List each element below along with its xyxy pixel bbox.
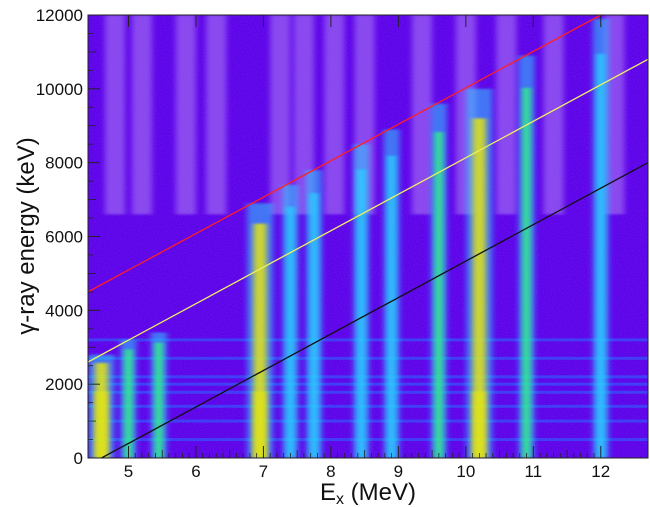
x-tick-label: 6 bbox=[191, 462, 200, 481]
y-tick-label: 4000 bbox=[45, 301, 83, 320]
y-tick-label: 8000 bbox=[45, 154, 83, 173]
x-axis-title-subscript: x bbox=[336, 491, 344, 507]
x-tick-label: 10 bbox=[456, 462, 475, 481]
reference-line-3 bbox=[101, 162, 648, 458]
x-axis-title-unit: (MeV) bbox=[344, 479, 416, 506]
y-tick-label: 6000 bbox=[45, 228, 83, 247]
x-tick-label: 12 bbox=[591, 462, 610, 481]
x-tick-label: 5 bbox=[124, 462, 133, 481]
y-tick-label: 0 bbox=[74, 449, 83, 468]
x-axis-title-main: E bbox=[320, 479, 336, 506]
y-tick-label: 12000 bbox=[36, 6, 83, 25]
reference-lines bbox=[88, 15, 648, 458]
y-tick-label: 2000 bbox=[45, 375, 83, 394]
reference-line-1 bbox=[88, 15, 602, 293]
x-axis-title: Ex (MeV) bbox=[320, 479, 416, 507]
x-tick-label: 11 bbox=[524, 462, 542, 481]
x-tick-label: 8 bbox=[326, 462, 335, 481]
reference-line-2 bbox=[88, 58, 648, 363]
y-axis-title: γ-ray energy (keV) bbox=[13, 137, 40, 334]
y-tick-label: 10000 bbox=[36, 80, 83, 99]
x-tick-label: 7 bbox=[259, 462, 268, 481]
x-tick-label: 9 bbox=[394, 462, 403, 481]
axis-ticks: 5 6 7 8 9 10 11 12 0 2000 4000 6000 8000 10000 12000 bbox=[36, 6, 611, 481]
noise-overlay bbox=[88, 15, 648, 458]
